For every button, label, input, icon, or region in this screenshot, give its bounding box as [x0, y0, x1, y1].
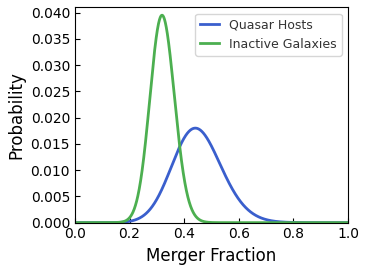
Quasar Hosts — [288, 221, 292, 224]
Legend: Quasar Hosts, Inactive Galaxies: Quasar Hosts, Inactive Galaxies — [195, 14, 342, 56]
Quasar Hosts — [73, 221, 77, 224]
Quasar Hosts — [198, 129, 203, 132]
Quasar Hosts — [87, 221, 91, 224]
Inactive Galaxies — [87, 221, 91, 224]
Quasar Hosts — [338, 221, 342, 224]
Quasar Hosts — [346, 221, 350, 224]
Quasar Hosts — [193, 126, 198, 130]
Y-axis label: Probability: Probability — [7, 71, 25, 159]
Inactive Galaxies — [73, 221, 77, 224]
Line: Quasar Hosts: Quasar Hosts — [75, 128, 348, 223]
Line: Inactive Galaxies: Inactive Galaxies — [75, 15, 348, 223]
Inactive Galaxies — [160, 14, 164, 17]
Quasar Hosts — [206, 138, 210, 141]
Inactive Galaxies — [338, 221, 342, 224]
Inactive Galaxies — [346, 221, 350, 224]
Inactive Galaxies — [206, 221, 210, 224]
Inactive Galaxies — [198, 219, 203, 222]
Inactive Galaxies — [288, 221, 292, 224]
Inactive Galaxies — [338, 221, 343, 224]
Quasar Hosts — [338, 221, 343, 224]
X-axis label: Merger Fraction: Merger Fraction — [146, 247, 277, 265]
